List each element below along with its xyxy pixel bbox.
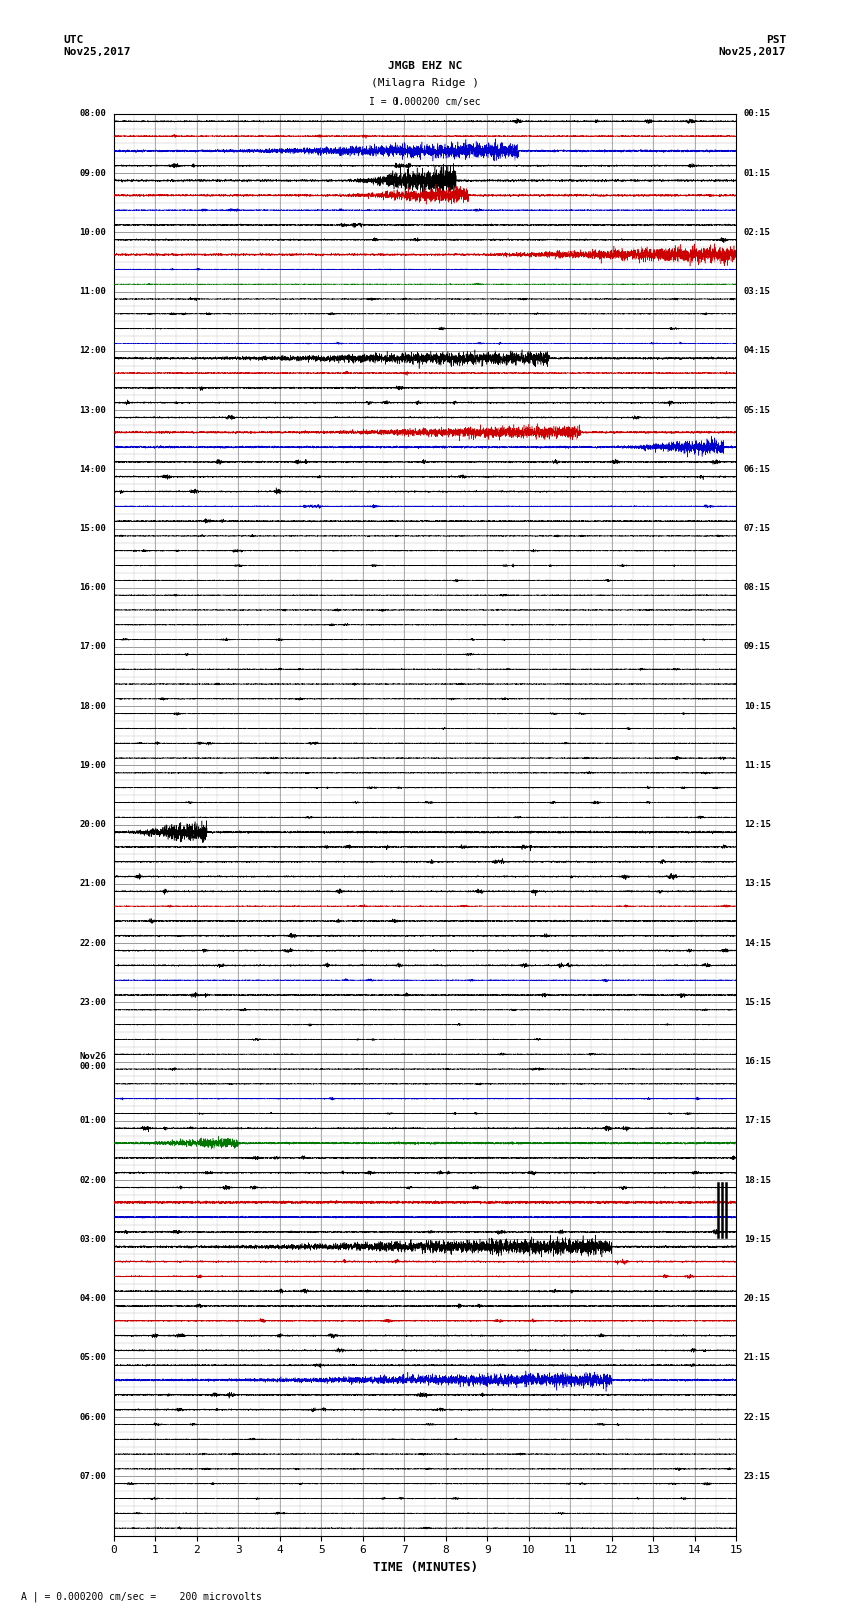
Text: 17:00: 17:00 <box>79 642 106 652</box>
Text: 10:15: 10:15 <box>744 702 771 711</box>
Text: 05:15: 05:15 <box>744 405 771 415</box>
Text: 22:15: 22:15 <box>744 1413 771 1421</box>
Text: 08:00: 08:00 <box>79 110 106 118</box>
Text: A | = 0.000200 cm/sec =    200 microvolts: A | = 0.000200 cm/sec = 200 microvolts <box>21 1590 262 1602</box>
Text: 14:00: 14:00 <box>79 465 106 474</box>
Text: 04:15: 04:15 <box>744 347 771 355</box>
Text: 06:00: 06:00 <box>79 1413 106 1421</box>
Text: 14:15: 14:15 <box>744 939 771 948</box>
Text: Nov25,2017: Nov25,2017 <box>64 47 131 56</box>
Text: 16:00: 16:00 <box>79 584 106 592</box>
Text: 13:15: 13:15 <box>744 879 771 889</box>
Text: 05:00: 05:00 <box>79 1353 106 1363</box>
Text: UTC: UTC <box>64 35 84 45</box>
Text: 21:00: 21:00 <box>79 879 106 889</box>
Text: JMGB EHZ NC: JMGB EHZ NC <box>388 61 462 71</box>
Text: 01:15: 01:15 <box>744 169 771 177</box>
Text: 23:00: 23:00 <box>79 998 106 1007</box>
Text: 20:00: 20:00 <box>79 819 106 829</box>
Text: 07:00: 07:00 <box>79 1471 106 1481</box>
Text: 00:15: 00:15 <box>744 110 771 118</box>
Text: 13:00: 13:00 <box>79 405 106 415</box>
Text: 11:15: 11:15 <box>744 761 771 769</box>
Text: 21:15: 21:15 <box>744 1353 771 1363</box>
Text: 07:15: 07:15 <box>744 524 771 532</box>
Text: 01:00: 01:00 <box>79 1116 106 1126</box>
Text: 23:15: 23:15 <box>744 1471 771 1481</box>
Text: (Milagra Ridge ): (Milagra Ridge ) <box>371 79 479 89</box>
Text: 02:00: 02:00 <box>79 1176 106 1184</box>
Text: 10:00: 10:00 <box>79 227 106 237</box>
Text: 09:15: 09:15 <box>744 642 771 652</box>
X-axis label: TIME (MINUTES): TIME (MINUTES) <box>372 1561 478 1574</box>
Text: 08:15: 08:15 <box>744 584 771 592</box>
Text: 18:15: 18:15 <box>744 1176 771 1184</box>
Text: 12:15: 12:15 <box>744 819 771 829</box>
Text: 11:00: 11:00 <box>79 287 106 297</box>
Text: 09:00: 09:00 <box>79 169 106 177</box>
Text: Nov25,2017: Nov25,2017 <box>719 47 786 56</box>
Text: 15:15: 15:15 <box>744 998 771 1007</box>
Text: 04:00: 04:00 <box>79 1294 106 1303</box>
Text: 12:00: 12:00 <box>79 347 106 355</box>
Text: 19:15: 19:15 <box>744 1236 771 1244</box>
Text: 06:15: 06:15 <box>744 465 771 474</box>
Text: 03:15: 03:15 <box>744 287 771 297</box>
Text: 15:00: 15:00 <box>79 524 106 532</box>
Text: PST: PST <box>766 35 786 45</box>
Text: 19:00: 19:00 <box>79 761 106 769</box>
Text: I = 0.000200 cm/sec: I = 0.000200 cm/sec <box>369 97 481 106</box>
Text: 16:15: 16:15 <box>744 1057 771 1066</box>
Text: 02:15: 02:15 <box>744 227 771 237</box>
Text: 20:15: 20:15 <box>744 1294 771 1303</box>
Text: 18:00: 18:00 <box>79 702 106 711</box>
Text: 03:00: 03:00 <box>79 1236 106 1244</box>
Text: 17:15: 17:15 <box>744 1116 771 1126</box>
Text: Nov26
00:00: Nov26 00:00 <box>79 1052 106 1071</box>
Text: 22:00: 22:00 <box>79 939 106 948</box>
